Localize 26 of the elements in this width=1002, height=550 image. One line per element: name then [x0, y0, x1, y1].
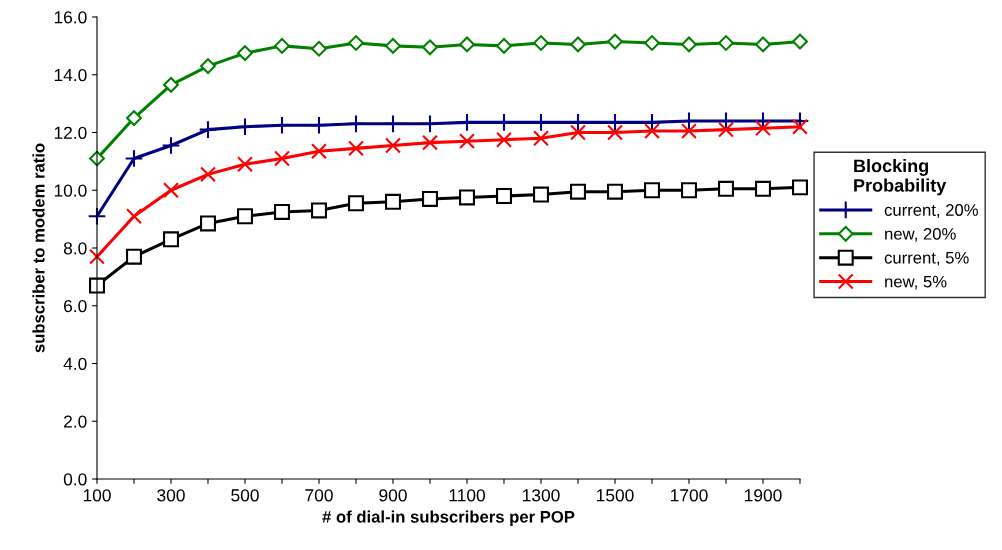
legend-label: current, 5% [884, 251, 969, 266]
y-tick-label: 0.0 [63, 473, 87, 486]
legend-label: new, 20% [885, 227, 956, 242]
x-tick-label: 300 [157, 489, 185, 502]
y-tick-label: 10.0 [54, 184, 87, 197]
y-tick-label: 2.0 [64, 415, 87, 428]
x-axis-title: # of dial-in subscribers per POP [322, 510, 575, 526]
y-tick-label: 8.0 [63, 242, 87, 255]
y-tick-label: 16.0 [54, 11, 87, 24]
x-tick-label: 700 [305, 489, 333, 502]
x-tick-label: 500 [231, 489, 259, 502]
x-tick-label: 100 [83, 489, 111, 502]
x-tick-label: 1100 [449, 489, 485, 502]
x-tick-label: 1300 [523, 489, 560, 502]
y-tick-label: 6.0 [64, 299, 87, 313]
y-tick-label: 4.0 [63, 357, 87, 370]
x-tick-label: 1900 [745, 489, 782, 502]
legend-label: new, 5% [885, 275, 947, 290]
y-axis-title: subscriber to modem ratio [32, 143, 45, 353]
legend-title: Blocking Probability [854, 158, 947, 196]
x-tick-label: 900 [379, 489, 407, 502]
legend-label: current, 20% [884, 204, 978, 218]
y-tick-label: 14.0 [54, 68, 87, 82]
y-tick-label: 12.0 [54, 126, 87, 139]
x-tick-label: 1700 [671, 489, 708, 502]
x-tick-label: 1500 [597, 489, 634, 502]
